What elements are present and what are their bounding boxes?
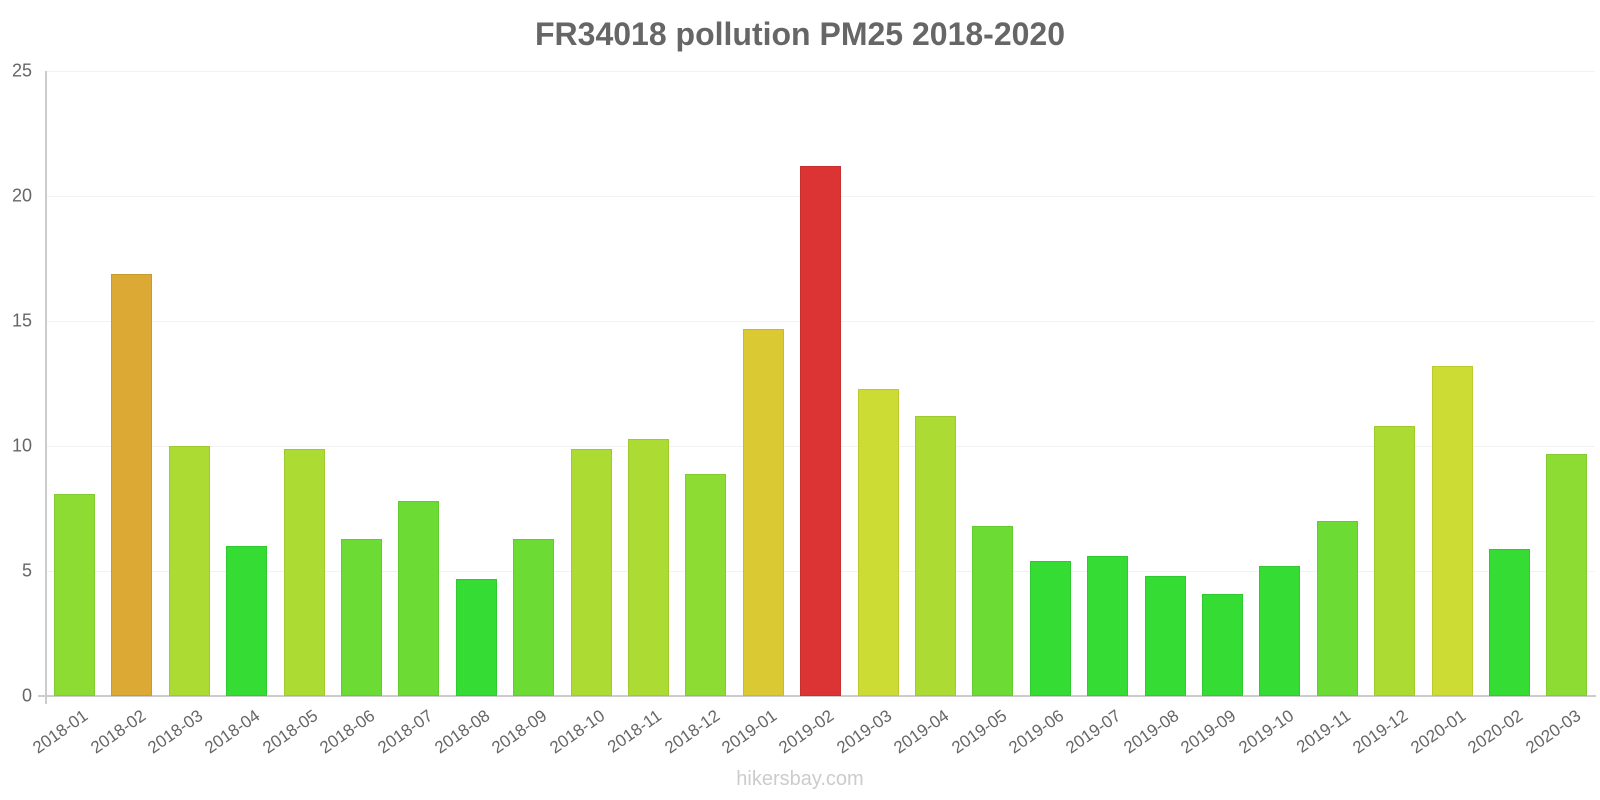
x-tick-label: 2018-06 bbox=[316, 706, 379, 758]
bar-2019-12[interactable] bbox=[1374, 426, 1416, 696]
x-tick-label: 2019-08 bbox=[1120, 706, 1183, 758]
y-tick-label: 0 bbox=[21, 685, 32, 706]
x-tick-label: 2018-07 bbox=[373, 706, 436, 758]
bar-2019-02[interactable] bbox=[800, 166, 842, 696]
bar-2018-02[interactable] bbox=[111, 273, 153, 696]
x-tick-label: 2018-02 bbox=[86, 706, 149, 758]
bar-2019-01[interactable] bbox=[742, 328, 784, 696]
x-tick-label: 2018-11 bbox=[604, 706, 666, 757]
bar-2018-08[interactable] bbox=[455, 578, 497, 696]
x-tick-label: 2020-02 bbox=[1464, 706, 1527, 758]
x-tick-label: 2019-04 bbox=[890, 706, 953, 758]
bar-2019-09[interactable] bbox=[1202, 593, 1243, 696]
x-tick-label: 2018-04 bbox=[201, 706, 264, 758]
bar-2018-06[interactable] bbox=[341, 538, 382, 696]
x-axis-line bbox=[38, 695, 1596, 697]
y-tick-label: 5 bbox=[21, 560, 32, 581]
x-tick-label: 2019-03 bbox=[833, 706, 896, 758]
x-tick-label: 2020-01 bbox=[1407, 706, 1470, 758]
bar-2019-03[interactable] bbox=[857, 388, 899, 696]
bar-2019-07[interactable] bbox=[1087, 556, 1129, 696]
bar-2020-03[interactable] bbox=[1546, 453, 1588, 696]
x-tick-label: 2020-03 bbox=[1521, 706, 1584, 758]
watermark: hikersbay.com bbox=[736, 768, 864, 790]
bar-2019-04[interactable] bbox=[915, 416, 956, 696]
x-tick-label: 2018-01 bbox=[29, 706, 92, 758]
bar-2019-05[interactable] bbox=[972, 526, 1014, 696]
bar-2020-01[interactable] bbox=[1431, 366, 1473, 696]
y-tick-label: 25 bbox=[11, 60, 32, 81]
x-tick-label: 2019-11 bbox=[1293, 706, 1355, 757]
y-axis-line bbox=[45, 71, 47, 704]
bar-2018-12[interactable] bbox=[685, 473, 727, 696]
bar-2018-07[interactable] bbox=[398, 501, 440, 696]
x-tick-label: 2019-01 bbox=[718, 706, 781, 758]
bar-2018-10[interactable] bbox=[570, 448, 612, 696]
x-tick-label: 2018-05 bbox=[259, 706, 322, 758]
bar-2018-01[interactable] bbox=[54, 493, 95, 696]
x-tick-label: 2018-12 bbox=[660, 706, 723, 758]
x-tick-label: 2018-09 bbox=[488, 706, 551, 758]
gridline bbox=[47, 71, 1595, 72]
x-tick-label: 2019-10 bbox=[1234, 706, 1297, 758]
bar-2018-05[interactable] bbox=[283, 448, 325, 696]
x-tick-label: 2018-10 bbox=[546, 706, 609, 758]
x-tick-label: 2019-12 bbox=[1349, 706, 1412, 758]
x-tick-label: 2018-03 bbox=[144, 706, 207, 758]
x-tick-label: 2019-05 bbox=[947, 706, 1010, 758]
x-tick-label: 2019-07 bbox=[1062, 706, 1125, 758]
bar-2020-02[interactable] bbox=[1489, 548, 1530, 696]
bar-2019-11[interactable] bbox=[1316, 521, 1358, 696]
x-tick-label: 2019-06 bbox=[1005, 706, 1068, 758]
x-tick-label: 2018-08 bbox=[431, 706, 494, 758]
bar-2018-04[interactable] bbox=[226, 546, 268, 696]
x-tick-label: 2019-02 bbox=[775, 706, 838, 758]
bar-2018-11[interactable] bbox=[628, 438, 669, 696]
y-tick-label: 15 bbox=[11, 310, 32, 331]
bar-2018-03[interactable] bbox=[168, 446, 210, 696]
y-tick-label: 20 bbox=[11, 185, 32, 206]
y-tick-label: 10 bbox=[11, 435, 32, 456]
bar-2019-06[interactable] bbox=[1029, 561, 1071, 696]
chart-title: FR34018 pollution PM25 2018-2020 bbox=[535, 16, 1065, 52]
bar-2018-09[interactable] bbox=[513, 538, 555, 696]
x-tick-label: 2019-09 bbox=[1177, 706, 1240, 758]
bar-2019-08[interactable] bbox=[1144, 576, 1186, 696]
bar-2019-10[interactable] bbox=[1259, 566, 1301, 696]
